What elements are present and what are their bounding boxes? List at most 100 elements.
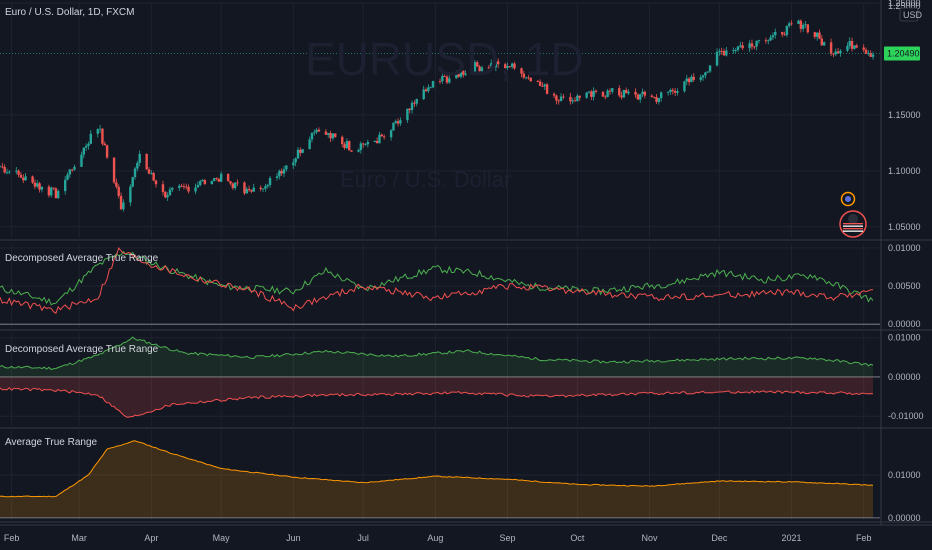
y-tick-label: 0.01000 [888,243,921,253]
candle-body [87,143,90,146]
candle-body [131,177,134,187]
candle-body [699,77,702,80]
x-tick-label: Oct [570,533,585,543]
x-tick-label: Dec [711,533,728,543]
watermark-name: Euro / U.S. Dollar [340,167,511,192]
candle-body [375,140,379,144]
candle-body [755,40,758,47]
time-axis[interactable]: Feb Mar Apr May Jun Jul Aug Sep Oct Nov Dec 2021 Feb [0,524,932,543]
indicator-title-1[interactable]: Decomposed Average True Range [5,253,159,264]
indicator-title-2[interactable]: Decomposed Average True Range [5,344,159,355]
candle-body [448,78,451,83]
candle-body [424,89,428,92]
candle-body [676,91,679,93]
currency-button[interactable] [899,7,919,22]
candle-body [182,186,186,188]
datr-pane-areas[interactable]: 0.01000 0.00000 -0.01000 [0,333,932,429]
candle-body [152,173,155,181]
candle-body [250,190,253,192]
candle-body [52,187,55,189]
symbol-title[interactable]: Euro / U.S. Dollar, 1D, FXCM [5,7,134,18]
candle-body [282,169,286,174]
candle-body [413,102,416,104]
y-tick-label: -0.01000 [888,411,924,421]
candle-body [636,94,640,100]
candle-body [571,100,574,102]
candle-body [229,181,232,184]
candle-body [578,95,581,98]
candle-body [331,133,335,139]
candle-body [455,72,458,79]
candle-body [443,75,446,77]
event-badges[interactable] [839,191,867,238]
flag-stripe [843,223,863,225]
candle-body [105,145,109,158]
candle-body [639,94,642,100]
candle-body [441,75,444,82]
candle-body [748,43,751,49]
candle-body [252,187,255,192]
candle-body [294,158,297,163]
candle-body [510,63,514,67]
series-line-green[interactable] [0,336,874,371]
candle-body [392,122,395,131]
candle-body [178,185,181,188]
candle-body [722,51,726,56]
candle-body [429,87,432,89]
candle-body [601,91,605,97]
candle-body [569,96,572,102]
candle-body [490,63,493,69]
candle-body [382,136,386,138]
candle-body [80,154,83,167]
x-tick-label: Nov [642,533,659,543]
candle-body [622,89,626,98]
candle-body [815,32,819,37]
series-area-green [0,337,873,377]
candle-body [869,53,872,57]
candle-body [538,81,542,86]
series-line-orange[interactable] [0,440,874,498]
candle-body [543,84,546,87]
y-tick-label: 0.00500 [888,281,921,291]
candle-body [313,132,316,134]
candle-body [310,132,314,140]
candle-body [774,31,777,36]
atr-pane[interactable]: 0.01000 0.00000 [0,430,932,523]
candle-body [506,66,509,68]
candle-body [867,53,870,54]
candle-body [217,178,221,182]
indicator-title-3[interactable]: Average True Range [5,437,98,448]
candle-body [15,170,18,172]
x-tick-label: Jun [286,533,301,543]
flag-stripe [843,228,863,230]
candle-body [855,45,858,48]
candle-body [592,90,595,97]
candle-body [54,188,58,199]
series-line-red[interactable] [0,246,873,314]
candle-body [576,95,579,102]
candle-body [618,88,621,96]
candle-body [804,24,807,26]
candle-body [813,32,817,37]
y-tick-label: 0.00000 [888,513,921,523]
candle-body [66,174,69,180]
y-tick-label: 0.01000 [888,333,921,343]
series-line-green[interactable] [0,250,874,306]
candle-body [373,140,377,142]
candle-body [829,42,833,54]
series-area-red [0,376,873,418]
candle-body [299,149,302,153]
series-line-red[interactable] [0,386,874,419]
candle-body [82,147,86,155]
candle-body [266,185,269,187]
candle-body [0,166,2,168]
candle-body [687,78,691,83]
price-pane[interactable]: 1.250001.150001.100001.050001.204901.250… [0,0,932,241]
candle-body [513,63,516,69]
y-tick-label: 1.10000 [888,166,921,176]
candle-body [261,188,265,190]
candle-body [101,128,104,144]
datr-pane-lines[interactable]: 0.01000 0.00500 0.00000 [0,243,932,331]
candle-body [541,85,544,87]
